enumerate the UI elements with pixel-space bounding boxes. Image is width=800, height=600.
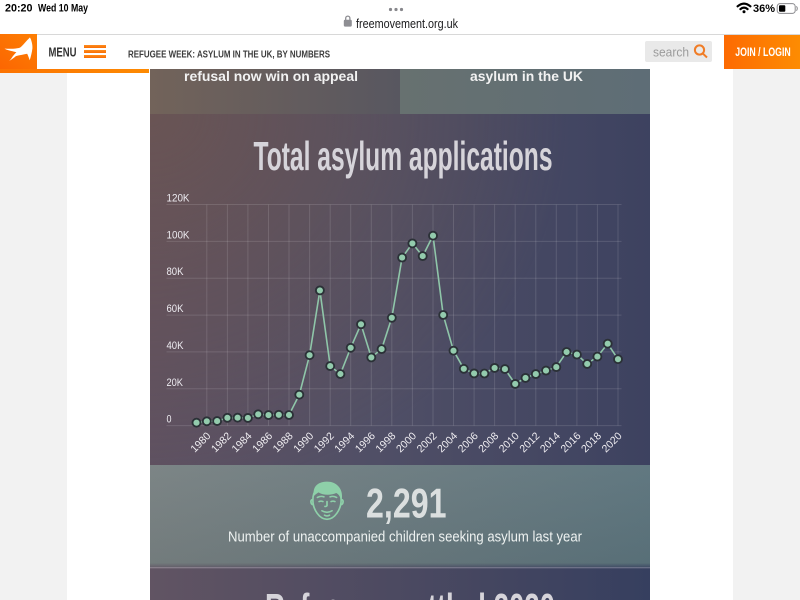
svg-text:0: 0 bbox=[167, 414, 172, 426]
svg-text:2008: 2008 bbox=[476, 430, 501, 455]
svg-text:refusal now win on appeal: refusal now win on appeal bbox=[184, 69, 358, 84]
svg-text:asylum in the UK: asylum in the UK bbox=[470, 69, 583, 84]
svg-text:1990: 1990 bbox=[291, 430, 316, 455]
svg-text:2018: 2018 bbox=[579, 430, 604, 455]
svg-text:2016: 2016 bbox=[559, 430, 584, 455]
svg-text:Wed 10 May: Wed 10 May bbox=[38, 3, 89, 15]
svg-text:freemovement.org.uk: freemovement.org.uk bbox=[356, 16, 458, 31]
svg-text:1992: 1992 bbox=[312, 430, 337, 455]
svg-text:2014: 2014 bbox=[538, 430, 563, 455]
svg-text:60K: 60K bbox=[167, 303, 185, 315]
svg-text:1996: 1996 bbox=[353, 430, 378, 455]
svg-text:REFUGEE WEEK: ASYLUM IN THE UK: REFUGEE WEEK: ASYLUM IN THE UK, BY NUMBE… bbox=[128, 49, 330, 61]
svg-text:20:20: 20:20 bbox=[5, 3, 33, 15]
svg-text:1982: 1982 bbox=[209, 430, 234, 455]
svg-text:2,291: 2,291 bbox=[366, 479, 447, 526]
svg-text:100K: 100K bbox=[167, 229, 191, 241]
svg-text:2000: 2000 bbox=[394, 430, 419, 455]
svg-text:JOIN / LOGIN: JOIN / LOGIN bbox=[735, 47, 791, 59]
svg-text:1998: 1998 bbox=[373, 430, 398, 455]
svg-text:1986: 1986 bbox=[250, 430, 275, 455]
svg-text:2002: 2002 bbox=[415, 430, 440, 455]
svg-text:Number of unaccompanied childr: Number of unaccompanied children seeking… bbox=[228, 530, 582, 546]
svg-text:2012: 2012 bbox=[517, 430, 542, 455]
svg-text:Total asylum applications: Total asylum applications bbox=[254, 133, 553, 179]
svg-text:2004: 2004 bbox=[435, 430, 460, 455]
svg-text:80K: 80K bbox=[167, 266, 185, 278]
svg-text:1994: 1994 bbox=[332, 430, 357, 455]
svg-text:search: search bbox=[653, 45, 689, 60]
svg-text:1988: 1988 bbox=[271, 430, 296, 455]
svg-text:Refugees settled 2020: Refugees settled 2020 bbox=[265, 585, 555, 600]
svg-text:20K: 20K bbox=[167, 377, 184, 389]
svg-text:MENU: MENU bbox=[49, 45, 77, 59]
svg-text:2006: 2006 bbox=[456, 430, 481, 455]
svg-text:1984: 1984 bbox=[230, 430, 255, 455]
svg-text:2010: 2010 bbox=[497, 430, 522, 455]
svg-text:1980: 1980 bbox=[188, 430, 213, 455]
svg-text:40K: 40K bbox=[167, 340, 185, 352]
svg-text:36%: 36% bbox=[753, 3, 775, 15]
svg-text:120K: 120K bbox=[167, 193, 191, 205]
svg-text:2020: 2020 bbox=[600, 430, 625, 455]
